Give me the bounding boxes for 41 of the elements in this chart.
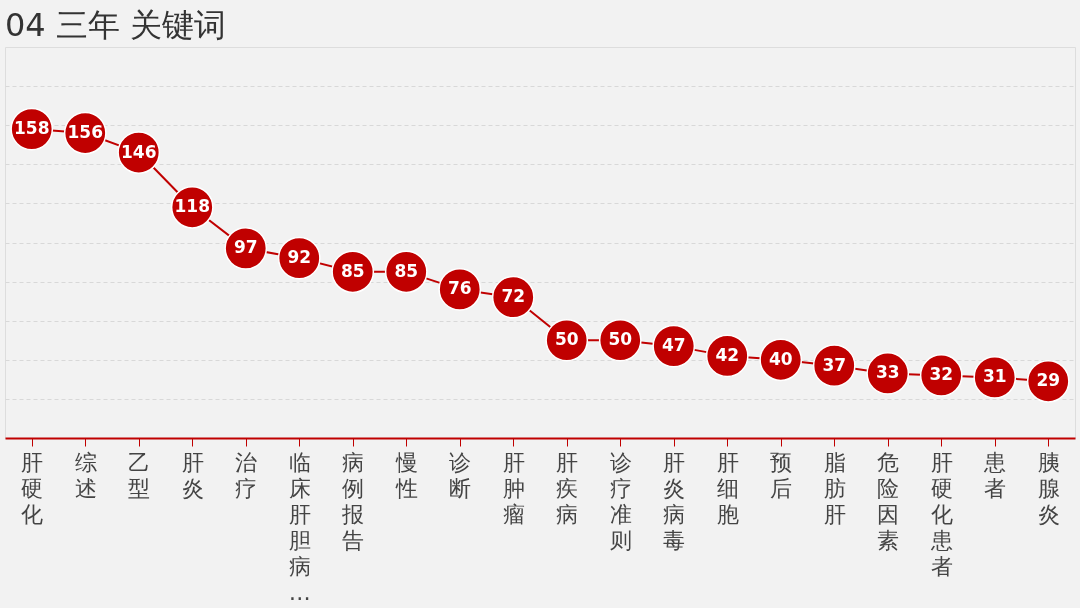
- data-label: 40: [768, 348, 793, 369]
- data-label: 32: [929, 364, 954, 385]
- x-tick-label: 治疗: [235, 449, 258, 501]
- data-label: 146: [121, 141, 157, 162]
- x-tick-label: 胰腺炎: [1037, 449, 1060, 527]
- data-label: 76: [447, 278, 472, 299]
- x-tick-label: 肝疾病: [556, 449, 579, 527]
- data-label: 42: [715, 344, 740, 365]
- x-tick-label: 肝炎病毒: [663, 449, 686, 553]
- x-tick-label: 肝硬化患者: [929, 449, 953, 579]
- data-label: 50: [608, 329, 633, 350]
- data-label: 97: [233, 237, 258, 258]
- data-label: 37: [822, 354, 847, 375]
- x-tick-label: 临床肝胆病…: [288, 449, 311, 605]
- chart-title: 04 三年 关键词: [5, 6, 227, 44]
- data-label: 50: [554, 329, 579, 350]
- data-label: 118: [174, 196, 210, 217]
- x-tick-label: 肝硬化: [21, 449, 44, 527]
- x-tick-label: 综述: [74, 449, 97, 501]
- x-tick-label: 慢性: [394, 449, 418, 501]
- data-label: 33: [875, 362, 900, 383]
- data-label: 158: [14, 118, 50, 139]
- x-tick-label: 脂肪肝: [823, 449, 846, 527]
- data-label: 92: [287, 247, 312, 268]
- x-tick-label: 患者: [983, 449, 1007, 501]
- x-tick-label: 肝细胞: [716, 449, 739, 527]
- data-label: 29: [1036, 370, 1061, 391]
- x-tick-label: 乙型: [128, 449, 151, 501]
- data-label: 85: [394, 260, 419, 281]
- x-tick-label: 预后: [770, 449, 793, 501]
- x-tick-label: 诊断: [449, 449, 472, 501]
- data-label: 31: [982, 366, 1007, 387]
- data-label: 156: [67, 122, 103, 143]
- x-tick-label: 诊疗准则: [609, 449, 632, 553]
- x-tick-label: 病例报告: [341, 449, 365, 553]
- data-label: 85: [340, 260, 365, 281]
- data-label: 47: [661, 335, 686, 356]
- x-tick-label: 肝炎: [181, 449, 204, 501]
- x-tick-label: 肝肿瘤: [502, 449, 525, 527]
- x-tick-label: 危险因素: [877, 449, 900, 553]
- data-label: 72: [501, 286, 526, 307]
